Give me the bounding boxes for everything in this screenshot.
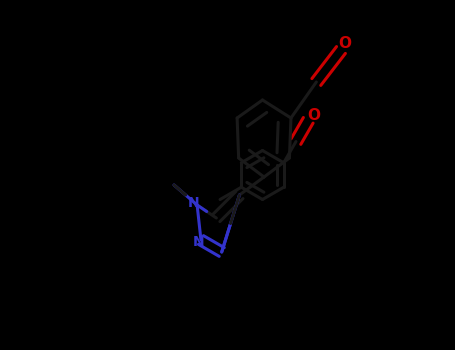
Text: N: N [188, 196, 199, 210]
Text: N: N [192, 235, 204, 249]
Text: O: O [339, 35, 352, 50]
Text: O: O [307, 107, 320, 122]
